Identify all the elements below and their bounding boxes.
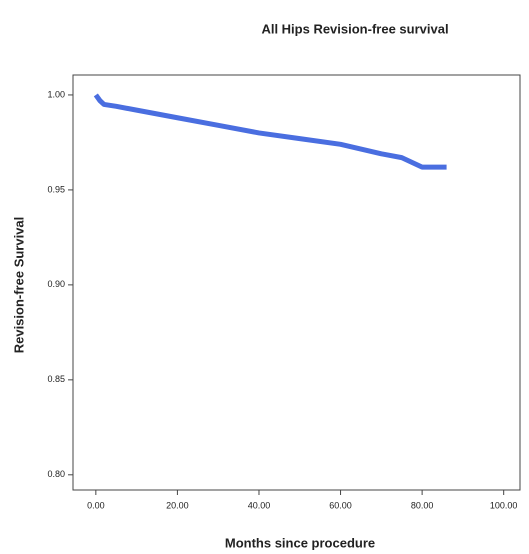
x-tick-label: 100.00 <box>490 500 518 510</box>
chart-title: All Hips Revision-free survival <box>261 21 448 36</box>
survival-line <box>93 93 447 170</box>
x-tick-label: 80.00 <box>411 500 434 510</box>
y-tick-label: 0.95 <box>47 184 65 194</box>
y-tick-label: 1.00 <box>47 89 65 99</box>
x-tick-label: 20.00 <box>166 500 189 510</box>
plot-frame <box>72 74 521 491</box>
y-tick-label: 0.80 <box>47 469 65 479</box>
y-tick-label: 0.85 <box>47 374 65 384</box>
x-tick-label: 40.00 <box>248 500 271 510</box>
y-axis-label: Revision-free Survival <box>11 217 26 354</box>
x-tick-label: 0.00 <box>87 500 105 510</box>
x-tick-label: 60.00 <box>329 500 352 510</box>
x-axis-label: Months since procedure <box>225 535 375 550</box>
y-tick-label: 0.90 <box>47 279 65 289</box>
